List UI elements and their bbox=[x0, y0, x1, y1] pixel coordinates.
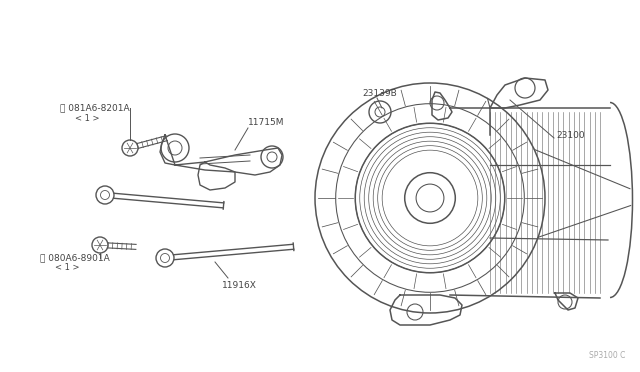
Text: < 1 >: < 1 > bbox=[55, 263, 79, 273]
Text: Ⓑ 080A6-8901A: Ⓑ 080A6-8901A bbox=[40, 253, 109, 263]
Text: 23100: 23100 bbox=[556, 131, 584, 140]
Text: 11715M: 11715M bbox=[248, 118, 285, 126]
Text: < 1 >: < 1 > bbox=[75, 113, 99, 122]
Text: Ⓑ 081A6-8201A: Ⓑ 081A6-8201A bbox=[60, 103, 130, 112]
Text: 11916X: 11916X bbox=[222, 280, 257, 289]
Text: 23139B: 23139B bbox=[362, 89, 397, 97]
Text: SP3100 C: SP3100 C bbox=[589, 351, 625, 360]
